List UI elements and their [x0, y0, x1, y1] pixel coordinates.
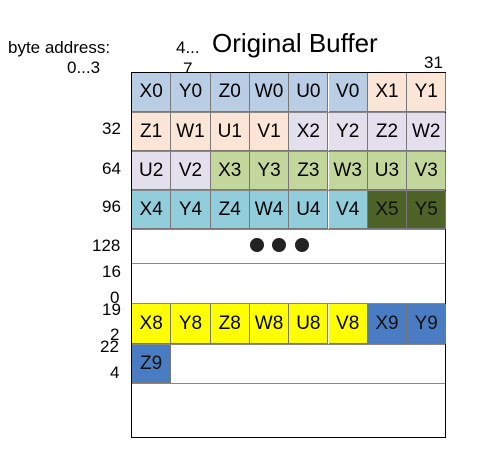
ellipsis-dot [272, 238, 286, 252]
buffer-cell: Y0 [171, 73, 211, 112]
buffer-cell: Z1 [132, 113, 172, 151]
buffer-cell: Z9 [132, 345, 172, 383]
buffer-cell: U4 [289, 191, 329, 229]
buffer-cell: V0 [328, 73, 368, 112]
buffer-cell: Z3 [289, 152, 329, 190]
buffer-cell: U1 [210, 113, 250, 151]
row-address-96: 96 [102, 197, 121, 216]
buffer-cell: W8 [249, 304, 290, 344]
row-address-192-part2: 2 [110, 325, 120, 344]
buffer-cell: X5 [367, 191, 408, 229]
range-4-7-label: 4... [176, 38, 200, 57]
buffer-row [132, 263, 445, 303]
buffer-cell: Y9 [407, 304, 447, 344]
buffer-cell: X3 [210, 152, 250, 190]
buffer-cell: U0 [289, 73, 329, 112]
buffer-cell: U2 [132, 152, 172, 190]
buffer-row: U2 V2 X3 Y3 Z3 W3 U3 V3 [132, 151, 447, 190]
buffer-cell: W1 [171, 113, 211, 151]
ellipsis-dot [250, 238, 264, 252]
row-address-128: 128 [92, 236, 121, 255]
buffer-cell: Z0 [210, 73, 250, 112]
row-address-160-part2: 0 [110, 288, 120, 307]
byte-address-label: byte address: [8, 38, 111, 57]
buffer-row: X0 Y0 Z0 W0 U0 V0 X1 Y1 [132, 73, 447, 112]
buffer-cell: Z4 [210, 191, 250, 229]
buffer-cell: Z8 [210, 304, 250, 344]
buffer-cell: Z2 [367, 113, 408, 151]
buffer-cell: X9 [367, 304, 408, 344]
range-end-31-label: 31 [424, 53, 443, 72]
buffer-cell: V2 [171, 152, 211, 190]
row-address-224-part1: 22 [100, 337, 119, 356]
buffer-cell: Y2 [328, 113, 368, 151]
buffer-cell: X4 [132, 191, 172, 229]
buffer-row: X4 Y4 Z4 W4 U4 V4 X5 Y5 [132, 190, 447, 229]
row-address-32: 32 [102, 119, 121, 138]
buffer-cell: Y4 [171, 191, 211, 229]
buffer-cell: V1 [249, 113, 290, 151]
buffer-cell: W4 [249, 191, 290, 229]
range-4-7-label-wrap: 7 [183, 59, 193, 78]
buffer-row [132, 383, 445, 439]
row-address-160-part1: 16 [102, 262, 121, 281]
row-address-224-part2: 4 [110, 363, 120, 382]
buffer-cell: U8 [289, 304, 329, 344]
buffer-cell: U3 [367, 152, 408, 190]
buffer-cell: X8 [132, 304, 172, 344]
buffer-grid: X0 Y0 Z0 W0 U0 V0 X1 Y1 Z1 W1 U1 V1 X2 Y2 Z2 W2 U2 V2 X3 Y3… [131, 72, 447, 439]
buffer-cell: V4 [328, 191, 368, 229]
buffer-cell: X1 [367, 73, 408, 112]
buffer-row [132, 229, 445, 263]
buffer-cell: V3 [407, 152, 447, 190]
row-address-64: 64 [102, 159, 121, 178]
buffer-row: Z1 W1 U1 V1 X2 Y2 Z2 W2 [132, 112, 447, 151]
buffer-cell: W2 [407, 113, 447, 151]
buffer-cell: Y5 [407, 191, 447, 229]
buffer-cell: Y1 [407, 73, 447, 112]
buffer-cell: W3 [328, 152, 368, 190]
ellipsis-dot [295, 238, 309, 252]
range-0-3-label: 0...3 [67, 58, 101, 77]
buffer-cell: W0 [249, 73, 290, 112]
buffer-cell: V8 [328, 304, 368, 344]
buffer-cell: X2 [289, 113, 329, 151]
buffer-cell: Y3 [249, 152, 290, 190]
diagram-title: Original Buffer [212, 28, 378, 58]
buffer-cell: X0 [132, 73, 172, 112]
buffer-cell: Y8 [171, 304, 211, 344]
row-address-192-part1: 19 [102, 300, 121, 319]
buffer-row: X8 Y8 Z8 W8 U8 V8 X9 Y9 [132, 303, 447, 344]
buffer-row: Z9 [132, 344, 445, 383]
